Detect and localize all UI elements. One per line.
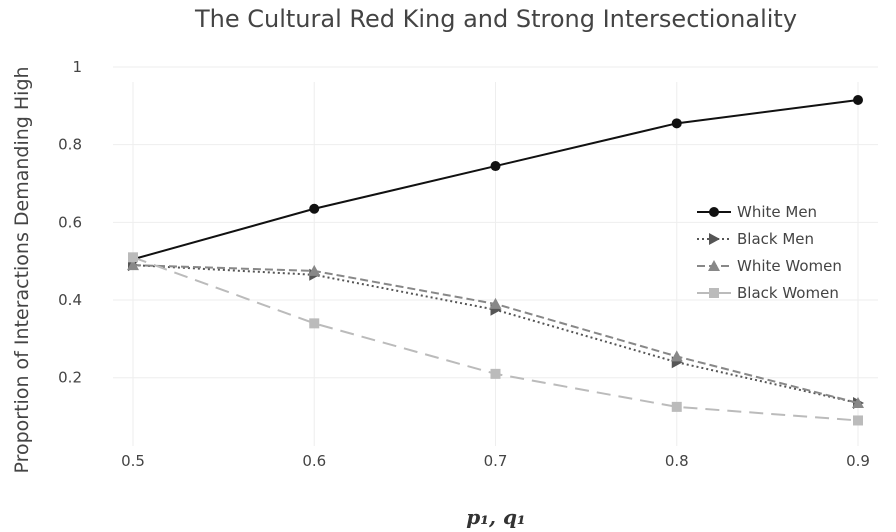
x-tick-label: 0.6 bbox=[302, 452, 326, 470]
chart-title: The Cultural Red King and Strong Interse… bbox=[194, 5, 797, 33]
data-point-white-women bbox=[852, 396, 864, 408]
x-axis-label: p₁, q₁ bbox=[466, 505, 525, 529]
x-tick-label: 0.7 bbox=[484, 452, 508, 470]
legend-label: Black Women bbox=[737, 284, 839, 302]
legend-item-black-men: Black Men bbox=[697, 230, 814, 248]
series-white-women bbox=[127, 259, 864, 408]
legend-item-black-women: Black Women bbox=[697, 284, 839, 302]
data-point-white-men bbox=[490, 161, 501, 172]
legend-item-white-men: White Men bbox=[697, 203, 817, 221]
legend: White Men Black Men White Women Black Women bbox=[697, 203, 842, 302]
data-point-white-women bbox=[308, 264, 321, 276]
legend-label: Black Men bbox=[737, 230, 814, 248]
data-point-black-women bbox=[671, 401, 682, 412]
data-point-white-men bbox=[309, 203, 320, 214]
data-point-white-women bbox=[127, 259, 139, 271]
x-tick-label: 0.8 bbox=[665, 452, 689, 470]
series-layer bbox=[127, 95, 864, 426]
y-tick-label: 0.8 bbox=[58, 136, 82, 154]
y-tick-label: 0.4 bbox=[58, 291, 82, 309]
data-point-black-women bbox=[128, 252, 138, 263]
data-point-black-women bbox=[490, 368, 501, 379]
data-point-white-women bbox=[670, 350, 683, 362]
legend-swatch-marker bbox=[708, 260, 720, 271]
legend-item-white-women: White Women bbox=[697, 257, 842, 275]
legend-swatch-marker bbox=[709, 207, 719, 217]
series-black-women bbox=[128, 252, 863, 426]
x-tick-label: 0.5 bbox=[121, 452, 145, 470]
legend-label: White Women bbox=[737, 257, 842, 275]
legend-swatch-marker bbox=[709, 288, 719, 298]
y-tick-label: 0.2 bbox=[58, 369, 82, 387]
legend-label: White Men bbox=[737, 203, 817, 221]
y-axis-ticks: 0.2 0.4 0.6 0.8 1 bbox=[58, 58, 82, 387]
y-tick-label: 1 bbox=[72, 58, 82, 76]
data-point-white-men bbox=[853, 95, 863, 106]
legend-swatch-marker bbox=[709, 233, 720, 245]
x-axis-ticks: 0.5 0.6 0.7 0.8 0.9 bbox=[121, 452, 870, 470]
data-point-white-men bbox=[671, 118, 682, 129]
y-tick-label: 0.6 bbox=[58, 213, 82, 231]
data-point-black-women bbox=[853, 415, 863, 426]
x-tick-label: 0.9 bbox=[846, 452, 870, 470]
data-point-white-women bbox=[489, 297, 502, 309]
y-axis-label: Proportion of Interactions Demanding Hig… bbox=[11, 66, 33, 473]
data-point-black-women bbox=[309, 318, 320, 329]
